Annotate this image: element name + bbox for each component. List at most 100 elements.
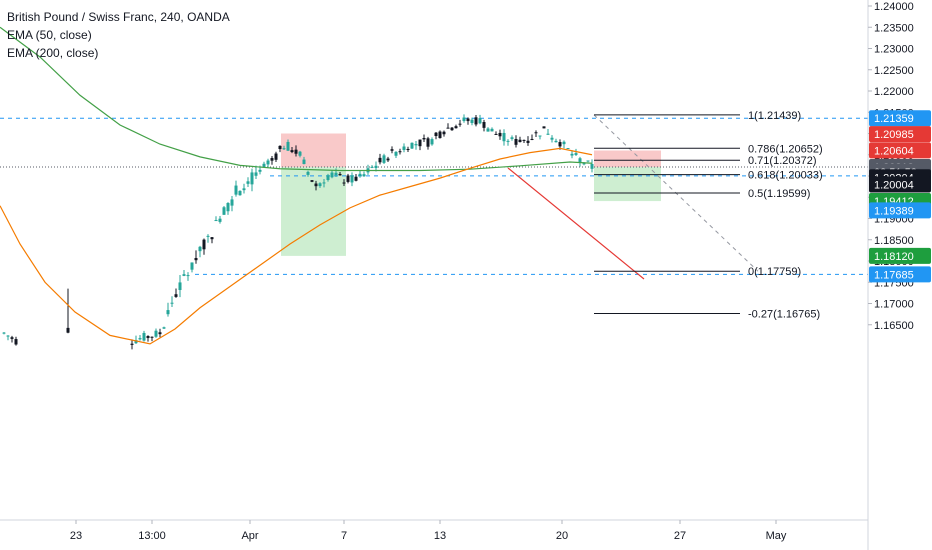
candle-body bbox=[334, 172, 338, 176]
candle-body bbox=[190, 262, 194, 270]
candle-body bbox=[6, 335, 10, 337]
right-stop-zone[interactable] bbox=[594, 150, 661, 168]
price-badge-label: 1.20604 bbox=[874, 145, 914, 157]
right-target-zone[interactable] bbox=[594, 167, 661, 202]
candle-body bbox=[178, 282, 182, 291]
price-badge-label: 1.18120 bbox=[874, 251, 914, 263]
time-tick-label: 7 bbox=[341, 530, 347, 542]
candle-body bbox=[270, 158, 274, 161]
candle-body bbox=[330, 172, 334, 178]
candle-body bbox=[198, 246, 202, 252]
candle-body bbox=[10, 337, 14, 339]
candle-body bbox=[214, 220, 218, 222]
fib-level-label: 1(1.21439) bbox=[748, 110, 801, 122]
price-badge[interactable] bbox=[869, 110, 931, 127]
price-badge[interactable] bbox=[869, 142, 931, 159]
candle-body bbox=[358, 173, 362, 177]
price-badge-label: 1.21359 bbox=[874, 113, 914, 125]
candle-body bbox=[326, 175, 330, 180]
ema200-line bbox=[0, 26, 593, 172]
ema50-legend[interactable]: EMA (50, close) bbox=[7, 28, 92, 42]
candle-body bbox=[282, 148, 286, 150]
candle-body bbox=[530, 138, 534, 140]
fib-level-label: 0.786(1.20652) bbox=[748, 143, 823, 155]
price-tick-label: 1.24000 bbox=[874, 1, 914, 13]
fib-level-label: 0.5(1.19599) bbox=[748, 188, 810, 200]
candle-body bbox=[218, 218, 222, 222]
price-badge[interactable] bbox=[869, 247, 931, 264]
price-tick-label: 1.17000 bbox=[874, 299, 914, 311]
price-badge-label: 1.20004 bbox=[874, 180, 914, 192]
candle-body bbox=[310, 180, 314, 182]
candle-body bbox=[438, 131, 442, 139]
symbol-title[interactable]: British Pound / Swiss Franc, 240, OANDA bbox=[7, 10, 230, 24]
candle-body bbox=[394, 151, 398, 156]
fib-retracement[interactable]: 1(1.21439) 0.786(1.20652)0.71(1.20372) 0.6… bbox=[594, 110, 823, 321]
candle-body bbox=[66, 327, 70, 333]
candle-body bbox=[354, 176, 358, 181]
candle-body bbox=[378, 157, 382, 163]
candle-body bbox=[482, 122, 486, 128]
candle-body bbox=[422, 138, 426, 140]
candle-body bbox=[586, 160, 590, 162]
candle-body bbox=[554, 140, 558, 143]
candle-body bbox=[434, 132, 438, 137]
candle-body bbox=[430, 139, 434, 145]
candle-body bbox=[138, 338, 142, 340]
time-tick-label: May bbox=[766, 530, 787, 542]
price-tick-label: 1.18500 bbox=[874, 235, 914, 247]
candle-body bbox=[498, 132, 502, 137]
left-target-zone[interactable] bbox=[281, 167, 346, 256]
candle-body bbox=[514, 138, 518, 145]
price-tick-label: 1.22500 bbox=[874, 65, 914, 77]
candle-body bbox=[238, 190, 242, 196]
time-axis[interactable]: 23 13:00 Apr 7 13 20 27 May bbox=[0, 519, 868, 542]
candle-body bbox=[182, 274, 186, 276]
candle-body bbox=[230, 199, 234, 206]
position-zones[interactable] bbox=[281, 133, 661, 256]
candle-body bbox=[2, 332, 6, 334]
horizontal-lines[interactable] bbox=[0, 117, 868, 275]
candle-body bbox=[382, 155, 386, 163]
price-badge[interactable] bbox=[869, 126, 931, 143]
price-badge[interactable] bbox=[869, 176, 931, 193]
candle-body bbox=[202, 239, 206, 250]
price-badge[interactable] bbox=[869, 202, 931, 219]
candle-body bbox=[550, 137, 554, 140]
candle-body bbox=[266, 160, 270, 165]
price-badge-label: 1.19389 bbox=[874, 205, 914, 217]
candle-body bbox=[486, 128, 490, 132]
candle-body bbox=[506, 140, 510, 142]
candle-body bbox=[502, 132, 506, 142]
candle-body bbox=[262, 163, 266, 168]
candle-body bbox=[226, 203, 230, 212]
candle-body bbox=[398, 151, 402, 153]
price-tick-label: 1.22000 bbox=[874, 86, 914, 98]
ema200-legend[interactable]: EMA (200, close) bbox=[7, 46, 99, 60]
candle-body bbox=[490, 128, 494, 132]
red-trendline[interactable] bbox=[507, 167, 645, 280]
candle-body bbox=[390, 149, 394, 151]
candle-body bbox=[306, 171, 310, 175]
candle-body bbox=[566, 148, 570, 150]
price-axis[interactable]: 1.240001.235001.230001.225001.220001.215… bbox=[867, 0, 931, 550]
candle-body bbox=[538, 135, 542, 137]
candle-body bbox=[250, 172, 254, 185]
candle-body bbox=[402, 146, 406, 150]
price-tick-label: 1.23500 bbox=[874, 22, 914, 34]
candle-body bbox=[386, 158, 390, 161]
candle-body bbox=[242, 188, 246, 191]
candle-body bbox=[142, 332, 146, 341]
candle-body bbox=[466, 118, 470, 122]
candle-body bbox=[294, 149, 298, 154]
candle-body bbox=[134, 340, 138, 344]
time-tick-label: Apr bbox=[241, 530, 258, 542]
price-badge[interactable] bbox=[869, 266, 931, 283]
candle-body bbox=[350, 175, 354, 183]
candle-body bbox=[518, 139, 522, 143]
candle-body bbox=[570, 153, 574, 156]
ema50-line bbox=[0, 147, 593, 345]
candle-body bbox=[186, 275, 190, 277]
candle-body bbox=[574, 153, 578, 155]
